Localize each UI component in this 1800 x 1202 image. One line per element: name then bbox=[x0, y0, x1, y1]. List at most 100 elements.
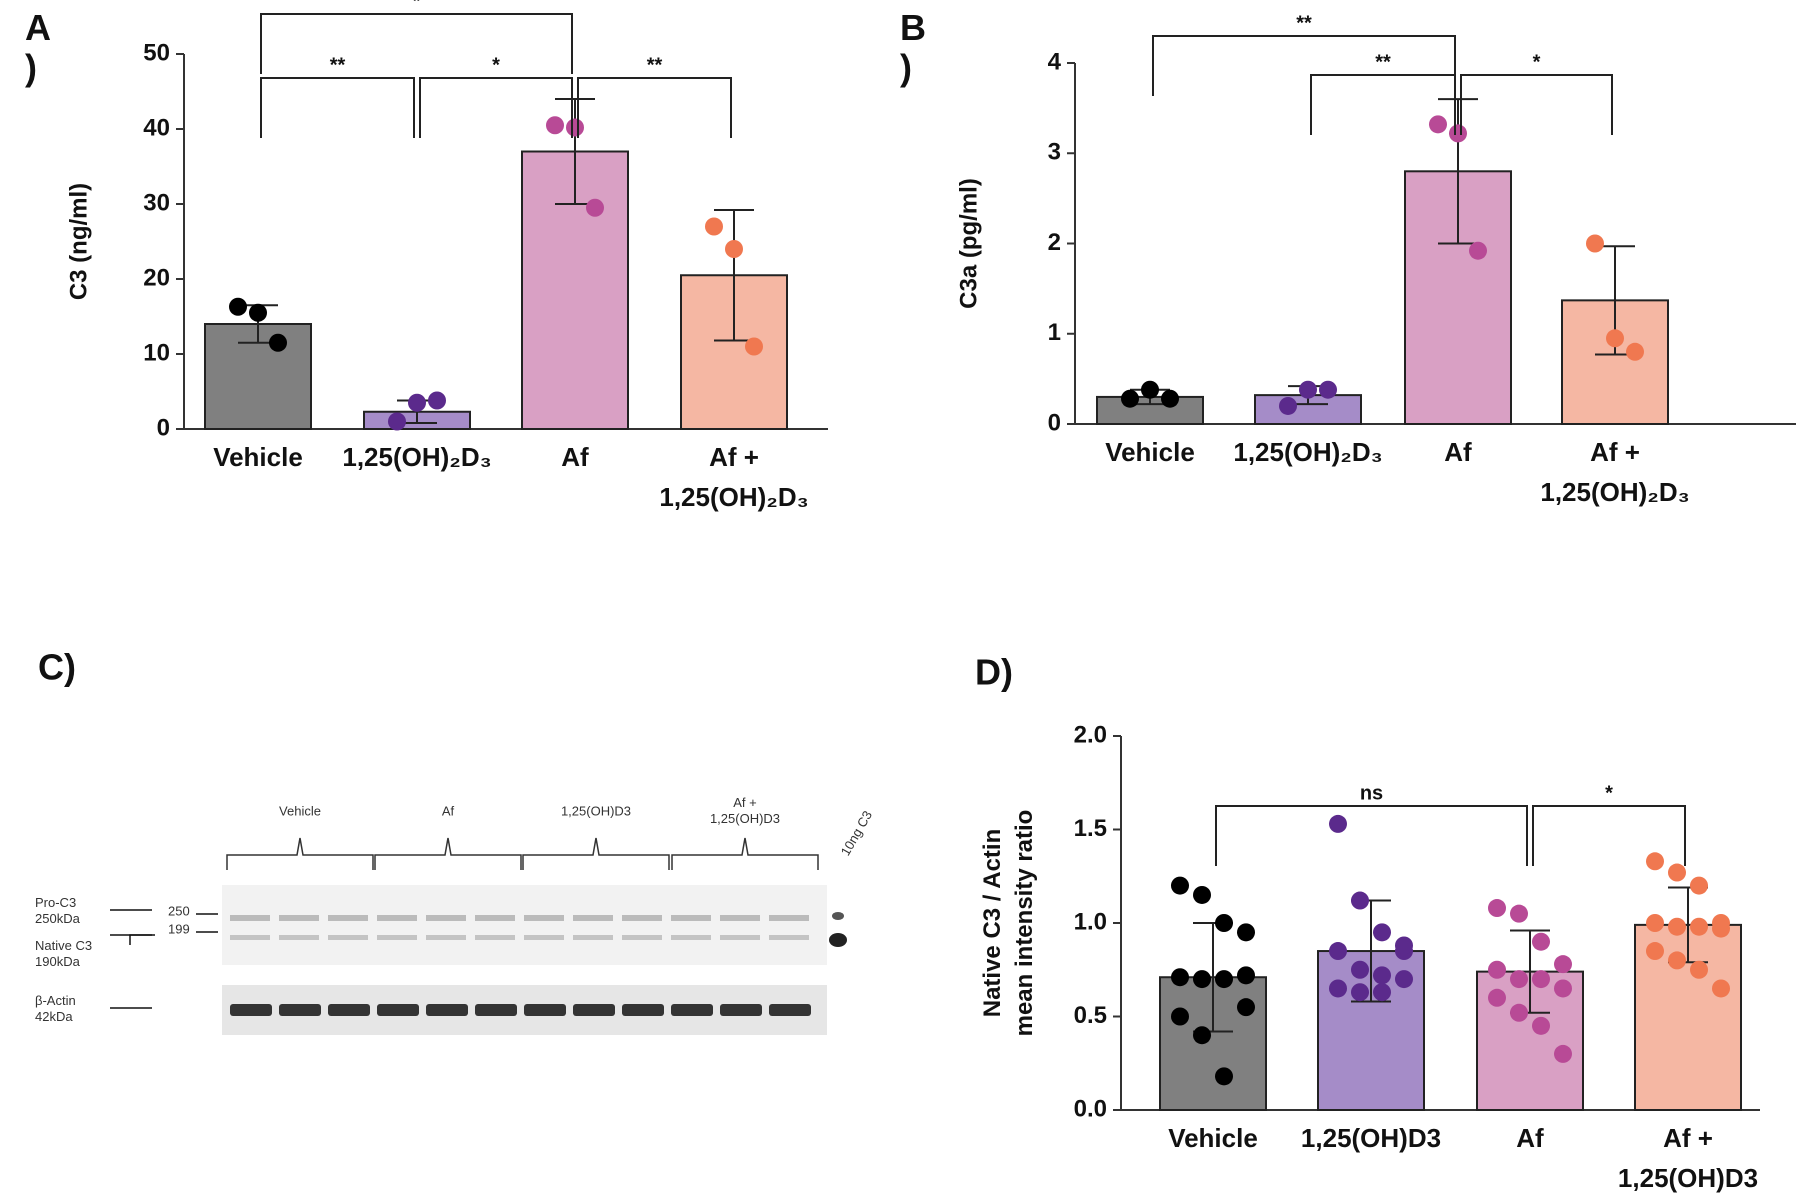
band bbox=[279, 935, 319, 940]
data-point bbox=[705, 217, 723, 236]
y-tick-label: 2 bbox=[1048, 229, 1061, 256]
x-tick-label: Vehicle bbox=[1168, 1123, 1258, 1153]
y-axis-label: C3a (pg/ml) bbox=[955, 178, 982, 309]
data-point bbox=[1373, 966, 1391, 985]
data-point bbox=[1279, 396, 1297, 415]
band bbox=[328, 1004, 370, 1016]
significance-label: * bbox=[1533, 51, 1541, 73]
x-tick-label: Af bbox=[1444, 437, 1472, 467]
y-tick-label: 1 bbox=[1048, 319, 1061, 346]
band bbox=[622, 1004, 664, 1016]
data-point bbox=[1329, 942, 1347, 961]
data-point bbox=[388, 412, 406, 431]
x-tick-label: Vehicle bbox=[1105, 437, 1195, 467]
data-point bbox=[1299, 380, 1317, 399]
band bbox=[573, 915, 613, 921]
band bbox=[524, 1004, 566, 1016]
data-point bbox=[1532, 970, 1550, 989]
band bbox=[475, 1004, 517, 1016]
y-tick-label: 40 bbox=[143, 114, 170, 141]
data-point bbox=[1668, 917, 1686, 936]
data-point bbox=[1373, 983, 1391, 1002]
y-tick-label: 2.0 bbox=[1074, 721, 1107, 748]
data-point bbox=[1373, 923, 1391, 942]
y-tick-label: 30 bbox=[143, 189, 170, 216]
blot-group-label: Af +1,25(OH)D3 bbox=[710, 795, 780, 826]
data-point bbox=[1329, 814, 1347, 833]
y-tick-label: 0 bbox=[157, 414, 170, 441]
blot-upper bbox=[222, 885, 827, 965]
significance-label: ns bbox=[1360, 782, 1383, 804]
data-point bbox=[1171, 968, 1189, 987]
y-axis-label: Native C3 / Actin mean intensity ratio bbox=[979, 810, 1038, 1037]
data-point bbox=[1510, 904, 1528, 923]
significance-bracket bbox=[260, 13, 573, 74]
data-point bbox=[1429, 115, 1447, 134]
x-tick-label: Af +1,25(OH)D3 bbox=[1618, 1123, 1758, 1193]
data-point bbox=[408, 393, 426, 412]
data-point bbox=[1469, 241, 1487, 260]
band-label: Native C3 190kDa bbox=[35, 938, 92, 969]
band bbox=[720, 915, 760, 921]
data-point bbox=[1237, 998, 1255, 1017]
panel-label: D) bbox=[975, 652, 1013, 693]
data-point bbox=[1395, 936, 1413, 955]
significance-label: * bbox=[413, 0, 421, 12]
marker-label: 199 bbox=[168, 921, 190, 936]
data-point bbox=[1690, 876, 1708, 895]
group-brace bbox=[374, 837, 522, 870]
significance-label: * bbox=[492, 54, 500, 76]
data-point bbox=[1193, 970, 1211, 989]
band bbox=[622, 935, 662, 940]
data-point bbox=[1668, 951, 1686, 970]
significance-bracket bbox=[419, 77, 573, 138]
band bbox=[426, 1004, 468, 1016]
marker-label: 250 bbox=[168, 903, 190, 918]
band bbox=[573, 935, 613, 940]
group-brace bbox=[671, 837, 819, 870]
data-point bbox=[546, 116, 564, 135]
data-point bbox=[1237, 923, 1255, 942]
y-tick-label: 20 bbox=[143, 264, 170, 291]
band bbox=[524, 935, 564, 940]
data-point bbox=[249, 303, 267, 322]
panel-label: A) bbox=[25, 7, 51, 88]
blot-group-label: Vehicle bbox=[279, 803, 321, 818]
data-point bbox=[229, 297, 247, 316]
data-point bbox=[1586, 234, 1604, 253]
x-tick-label: Af +1,25(OH)₂D₃ bbox=[659, 442, 808, 512]
data-point bbox=[1646, 914, 1664, 932]
band bbox=[475, 915, 515, 921]
band bbox=[230, 935, 270, 940]
data-point bbox=[1215, 914, 1233, 932]
data-point bbox=[1668, 863, 1686, 882]
data-point bbox=[1690, 960, 1708, 979]
band bbox=[279, 915, 319, 921]
y-tick-label: 10 bbox=[143, 339, 170, 366]
band bbox=[377, 1004, 419, 1016]
significance-label: ** bbox=[647, 54, 663, 76]
band-arrow-bend bbox=[129, 934, 155, 945]
data-point bbox=[586, 198, 604, 217]
x-tick-label: Af bbox=[561, 442, 589, 472]
band bbox=[230, 1004, 272, 1016]
data-point bbox=[1121, 389, 1139, 408]
x-tick-label: 1,25(OH)₂D₃ bbox=[1233, 437, 1382, 467]
data-point bbox=[1554, 979, 1572, 998]
data-point bbox=[1712, 919, 1730, 938]
y-tick-label: 1.5 bbox=[1074, 815, 1107, 842]
band bbox=[769, 935, 809, 940]
band bbox=[832, 912, 844, 920]
band bbox=[328, 935, 368, 940]
x-tick-label: 1,25(OH)₂D₃ bbox=[342, 442, 491, 472]
band bbox=[377, 915, 417, 921]
band bbox=[328, 915, 368, 921]
band bbox=[230, 915, 270, 921]
data-point bbox=[1606, 329, 1624, 348]
band bbox=[475, 935, 515, 940]
band bbox=[426, 935, 466, 940]
y-axis-label: C3 (ng/ml) bbox=[65, 183, 92, 300]
data-point bbox=[1646, 942, 1664, 961]
data-point bbox=[1237, 966, 1255, 985]
y-tick-label: 0 bbox=[1048, 409, 1061, 436]
